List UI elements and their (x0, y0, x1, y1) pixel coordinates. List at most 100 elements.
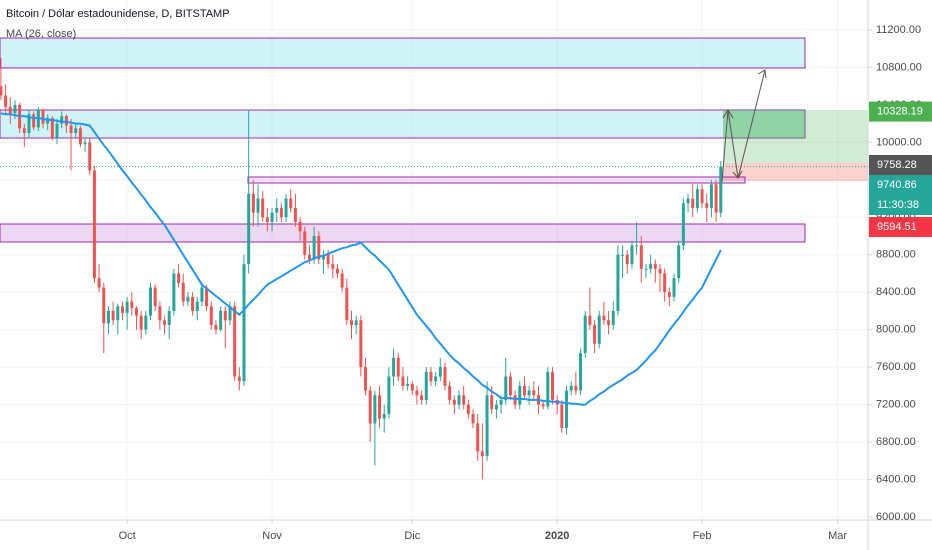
zone (0, 37, 806, 69)
candle-body (289, 198, 293, 208)
candle-body (583, 315, 587, 354)
candle-body (116, 306, 120, 321)
candle-body (565, 390, 569, 429)
candle-body (695, 189, 699, 208)
candle-body (167, 310, 171, 325)
y-tick-label: 6400.00 (876, 473, 916, 485)
candle-body (321, 254, 325, 260)
candle-body (335, 268, 339, 274)
candle-body (522, 385, 526, 396)
candle-body (504, 376, 508, 400)
x-tick-label: 2020 (545, 530, 569, 542)
candle-body (494, 404, 498, 410)
candle-body (359, 320, 363, 368)
drawings (0, 37, 868, 243)
candle-body (616, 254, 620, 311)
candle-body (686, 198, 690, 204)
candle-body (22, 128, 26, 133)
y-tick-label: 7200.00 (876, 399, 916, 411)
candle-body (434, 376, 438, 382)
y-tick-label: 6000.00 (876, 511, 916, 523)
plot (0, 58, 868, 480)
candle-body (233, 306, 237, 377)
indicator-name: MA (26, close) (6, 28, 76, 40)
candle-body (163, 320, 167, 325)
target-zone (723, 110, 868, 163)
candle-body (214, 325, 218, 330)
candle-body (158, 306, 162, 321)
candle-body (378, 395, 382, 419)
countdown-box (869, 195, 932, 216)
candle-body (457, 395, 461, 405)
candle-body (415, 390, 419, 396)
candle-body (125, 301, 129, 313)
candle-body (195, 301, 199, 311)
candle-body (27, 114, 31, 133)
candle-body (597, 315, 601, 344)
candle-body (69, 125, 73, 133)
candle-body (32, 114, 36, 128)
candle-body (635, 245, 639, 247)
candle-body (205, 287, 209, 307)
arrows (721, 69, 767, 183)
candle-body (97, 278, 101, 288)
candle-body (144, 315, 148, 330)
candle-body (485, 395, 489, 457)
candle-body (588, 315, 592, 325)
y-tick-label: 7600.00 (876, 361, 916, 373)
candle-body (223, 310, 227, 321)
candle-body (649, 264, 653, 269)
price-label-box (869, 155, 932, 176)
candle-body (541, 404, 545, 407)
candle-body (298, 221, 302, 232)
candle-body (50, 118, 54, 138)
candle-body (667, 292, 671, 297)
candle-body (326, 254, 330, 265)
x-tick-label: Oct (119, 530, 136, 542)
candle-body (518, 385, 522, 405)
price-label-box (869, 217, 932, 238)
candle-body (462, 395, 466, 405)
candle-body (340, 273, 344, 288)
candle-body (448, 385, 452, 400)
y-tick-label: 8400.00 (876, 286, 916, 298)
x-tick-label: Dic (404, 530, 420, 542)
candle-body (709, 184, 713, 208)
candle-body (368, 390, 372, 424)
candle-body (508, 376, 512, 396)
candle-body (681, 203, 685, 246)
candle-body (345, 287, 349, 321)
candle-body (443, 367, 447, 386)
candle-body (364, 367, 368, 391)
price-label: 9594.51 (877, 221, 917, 233)
candle-body (172, 273, 176, 311)
candle-body (438, 367, 442, 377)
candle-body (691, 198, 695, 208)
y-tick-label: 11200.00 (876, 24, 921, 36)
candle-body (490, 395, 494, 410)
candle-body (373, 395, 377, 424)
candle-body (303, 231, 307, 255)
candle-body (149, 287, 153, 316)
candle-body (242, 264, 246, 382)
price-label: 10328.19 (877, 106, 923, 118)
candle-body (574, 385, 578, 391)
candle-body (270, 212, 274, 222)
candle-body (420, 395, 424, 400)
candle-body (677, 245, 681, 279)
candle-body (644, 268, 648, 270)
candle-body (78, 128, 82, 145)
axes: 6000.00 6400.00 6800.00 7200.00 7600.00 8000.… (119, 24, 932, 542)
candle-body (466, 404, 470, 414)
ma-line (0, 112, 722, 406)
candle-body (471, 413, 475, 424)
candle-body (560, 404, 564, 429)
candle-body (92, 170, 96, 279)
candle-body (8, 106, 12, 114)
candle-body (60, 116, 64, 124)
x-tick-label: Mar (828, 530, 847, 542)
stop-zone (723, 163, 868, 181)
arrow-head (757, 69, 767, 79)
countdown: 11:30:38 (877, 199, 919, 211)
